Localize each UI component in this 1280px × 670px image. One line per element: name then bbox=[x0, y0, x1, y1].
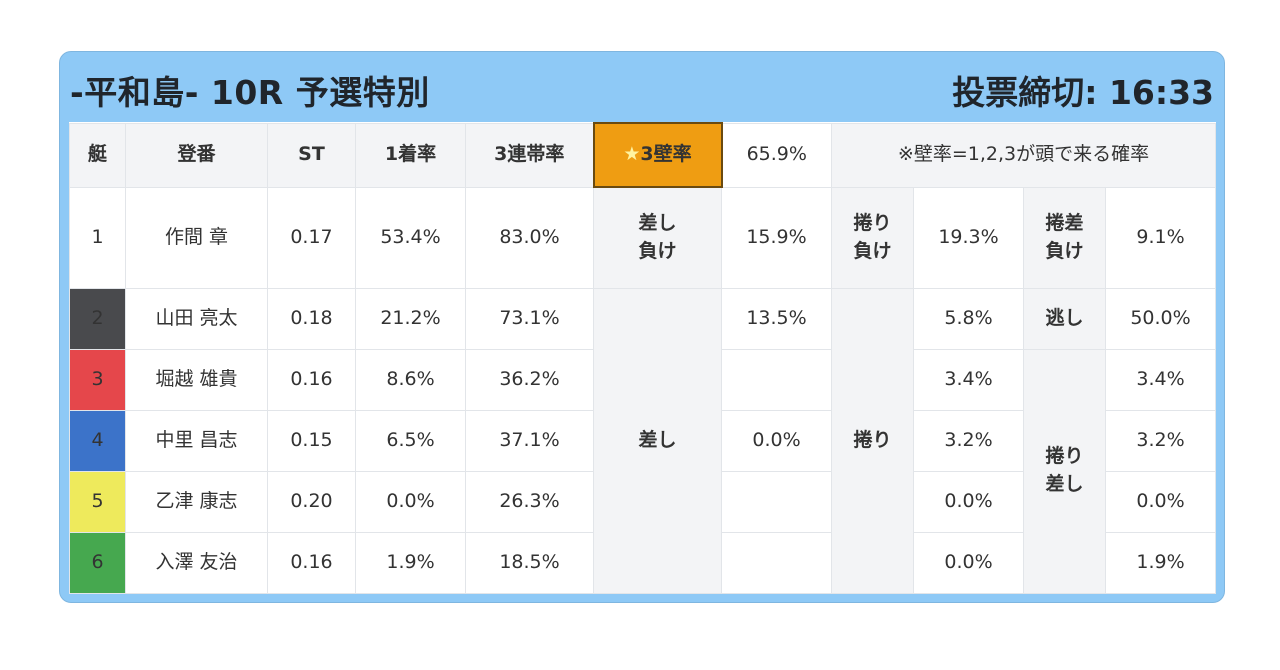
table-row: 3 堀越 雄貴 0.16 8.6% 36.2% 3.4% 捲り 差し 3.4% bbox=[69, 348, 1216, 594]
makurimake-value: 19.3% bbox=[913, 186, 1024, 289]
racer-win-rate: 21.2% bbox=[355, 287, 466, 350]
wall-rate-note: ※壁率=1,2,3が頭で来る確率 bbox=[831, 122, 1216, 188]
col-header-name: 登番 bbox=[125, 122, 268, 188]
boat-number-6: 6 bbox=[69, 531, 126, 594]
sashi-value bbox=[721, 531, 832, 594]
racer-top3-rate: 37.1% bbox=[465, 409, 594, 472]
race-card: -平和島- 10R 予選特別 投票締切: 16:33 艇 登番 ST 1着率 3… bbox=[59, 51, 1225, 603]
racer-st: 0.15 bbox=[267, 409, 356, 472]
table-row: 4 中里 昌志 0.15 6.5% 37.1% 0.0% 3.2% 3.2% bbox=[69, 409, 1216, 472]
boat-number-3: 3 bbox=[69, 348, 126, 411]
sashi-value: 13.5% bbox=[721, 287, 832, 350]
deadline-time: 投票締切: 16:33 bbox=[952, 73, 1214, 112]
racer-st: 0.16 bbox=[267, 531, 356, 594]
nige-label: 逃し bbox=[1023, 287, 1106, 350]
racer-name: 乙津 康志 bbox=[125, 470, 268, 533]
boat-number-2: 2 bbox=[69, 287, 126, 350]
table-row: 1 作間 章 0.17 53.4% 83.0% 差し 負け 15.9% 捲り 負け … bbox=[69, 186, 1216, 289]
makuri-value: 3.4% bbox=[913, 348, 1024, 411]
makurisashi-value: 0.0% bbox=[1105, 470, 1216, 533]
sashi-value bbox=[721, 470, 832, 533]
racer-win-rate: 1.9% bbox=[355, 531, 466, 594]
racer-name: 中里 昌志 bbox=[125, 409, 268, 472]
star-icon: ★ bbox=[623, 143, 641, 166]
racer-top3-rate: 83.0% bbox=[465, 186, 594, 289]
makurisashimake-label: 捲差 負け bbox=[1023, 186, 1106, 289]
col-header-top3-rate: 3連帯率 bbox=[465, 122, 594, 188]
makurisashi-value: 3.4% bbox=[1105, 348, 1216, 411]
makuri-value: 0.0% bbox=[913, 531, 1024, 594]
wall-rate-value: 65.9% bbox=[721, 122, 832, 188]
col-header-waku: 艇 bbox=[69, 122, 126, 188]
boat-number-1: 1 bbox=[69, 186, 126, 289]
prediction-table: 艇 登番 ST 1着率 3連帯率 ★3壁率 65.9% ※壁率=1,2,3が頭で… bbox=[69, 122, 1216, 594]
racer-st: 0.16 bbox=[267, 348, 356, 411]
table-header-row: 艇 登番 ST 1着率 3連帯率 ★3壁率 65.9% ※壁率=1,2,3が頭で… bbox=[69, 122, 1216, 188]
makurisashi-value: 1.9% bbox=[1105, 531, 1216, 594]
makurimake-label: 捲り 負け bbox=[831, 186, 914, 289]
racer-top3-rate: 36.2% bbox=[465, 348, 594, 411]
racer-top3-rate: 18.5% bbox=[465, 531, 594, 594]
racer-win-rate: 6.5% bbox=[355, 409, 466, 472]
racer-st: 0.17 bbox=[267, 186, 356, 289]
sashimake-value: 15.9% bbox=[721, 186, 832, 289]
sashimake-label: 差し 負け bbox=[593, 186, 722, 289]
racer-st: 0.18 bbox=[267, 287, 356, 350]
table-row: 2 山田 亮太 0.18 21.2% 73.1% 差し 13.5% 捲り 5.8… bbox=[69, 287, 1216, 594]
racer-top3-rate: 26.3% bbox=[465, 470, 594, 533]
makurisashi-value: 3.2% bbox=[1105, 409, 1216, 472]
racer-name: 山田 亮太 bbox=[125, 287, 268, 350]
table-row: 5 乙津 康志 0.20 0.0% 26.3% 0.0% 0.0% bbox=[69, 470, 1216, 533]
nige-value: 50.0% bbox=[1105, 287, 1216, 350]
boat-number-5: 5 bbox=[69, 470, 126, 533]
table-row: 6 入澤 友治 0.16 1.9% 18.5% 0.0% 1.9% bbox=[69, 531, 1216, 594]
sashi-value bbox=[721, 348, 832, 411]
wall-rate-label: ★3壁率 bbox=[592, 122, 723, 188]
racer-name: 作間 章 bbox=[125, 186, 268, 289]
makuri-value: 5.8% bbox=[913, 287, 1024, 350]
makuri-label: 捲り bbox=[831, 287, 914, 594]
makuri-value: 3.2% bbox=[913, 409, 1024, 472]
racer-st: 0.20 bbox=[267, 470, 356, 533]
racer-top3-rate: 73.1% bbox=[465, 287, 594, 350]
sashi-label: 差し bbox=[593, 287, 722, 594]
makurisashi-label: 捲り 差し bbox=[1023, 348, 1106, 594]
makuri-value: 0.0% bbox=[913, 470, 1024, 533]
makurisashimake-value: 9.1% bbox=[1105, 186, 1216, 289]
racer-name: 堀越 雄貴 bbox=[125, 348, 268, 411]
racer-name: 入澤 友治 bbox=[125, 531, 268, 594]
boat-number-4: 4 bbox=[69, 409, 126, 472]
col-header-st: ST bbox=[267, 122, 356, 188]
race-title: -平和島- 10R 予選特別 bbox=[70, 73, 430, 112]
racer-win-rate: 8.6% bbox=[355, 348, 466, 411]
wall-rate-label-text: 3壁率 bbox=[640, 143, 692, 166]
sashi-value: 0.0% bbox=[721, 409, 832, 472]
racer-win-rate: 0.0% bbox=[355, 470, 466, 533]
racer-win-rate: 53.4% bbox=[355, 186, 466, 289]
col-header-win-rate: 1着率 bbox=[355, 122, 466, 188]
